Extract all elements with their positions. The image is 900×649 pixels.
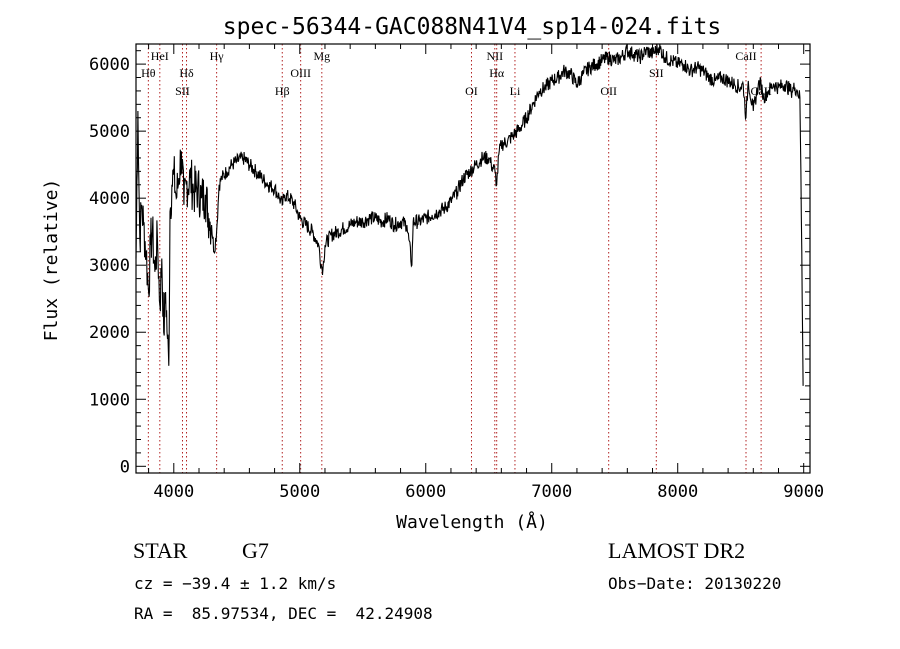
line-label: SII [175,84,190,98]
line-label: Hγ [210,49,225,63]
y-tick-label: 2000 [89,323,130,343]
y-tick-label: 0 [120,457,130,477]
x-axis-label: Wavelength (Å) [396,511,548,533]
spectrum-chart: spec-56344-GAC088N41V4_sp14-024.fits Flu… [41,14,824,533]
axis-ticks [136,44,810,473]
line-markers [147,44,762,473]
line-label: Hα [489,66,505,80]
y-tick-label: 6000 [89,55,130,75]
object-type: STAR [133,538,188,563]
spectral-class: G7 [242,538,269,563]
x-tick-label: 5000 [279,482,320,502]
x-tick-label: 4000 [153,482,194,502]
y-tick-label: 4000 [89,189,130,209]
x-tick-label: 8000 [657,482,698,502]
plot-frame [135,43,811,474]
spectrum-line [135,43,804,386]
x-tick-label: 6000 [405,482,446,502]
y-tick-label: 1000 [89,390,130,410]
line-label: SII [649,66,664,80]
line-label: OI [465,84,478,98]
line-label: Hδ [179,66,194,80]
line-label: Hθ [141,66,156,80]
y-tick-label: 3000 [89,256,130,276]
survey-name: LAMOST DR2 [608,538,746,563]
line-label: Mg [313,49,330,63]
y-axis-label: Flux (relative) [41,179,62,342]
line-label: HeI [151,49,169,63]
line-label: Li [510,84,521,98]
line-label: OIII [290,66,311,80]
line-label: NII [486,49,503,63]
x-tick-label: 7000 [531,482,572,502]
x-tick-label: 9000 [783,482,824,502]
observation-date: Obs−Date: 20130220 [608,574,782,593]
redshift-velocity: cz = −39.4 ± 1.2 km/s [134,574,337,593]
coordinates: RA = 85.97534, DEC = 42.24908 [134,604,433,623]
y-tick-label: 5000 [89,122,130,142]
line-label: OII [600,84,617,98]
tick-labels: 4000 5000 6000 7000 8000 9000 0 1000 2000 3000 400… [89,55,824,502]
line-label: Hβ [275,84,290,98]
chart-title: spec-56344-GAC088N41V4_sp14-024.fits [223,14,722,40]
line-label: CaII [735,49,756,63]
